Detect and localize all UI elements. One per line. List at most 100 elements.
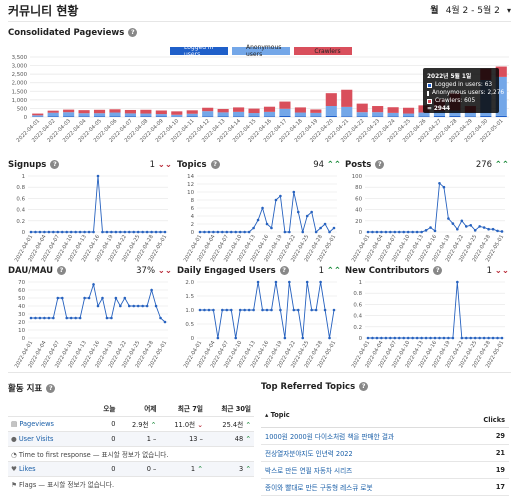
data-point[interactable] (451, 336, 455, 340)
bar-segment[interactable] (140, 109, 152, 114)
data-point[interactable] (456, 280, 459, 284)
bar-segment[interactable] (202, 111, 214, 117)
data-point[interactable] (52, 230, 55, 234)
data-point[interactable] (203, 308, 206, 312)
bar-segment[interactable] (279, 115, 291, 117)
data-point[interactable] (279, 194, 282, 198)
data-point[interactable] (314, 308, 318, 312)
bar-segment[interactable] (418, 116, 430, 117)
bar-segment[interactable] (47, 112, 59, 117)
bar-segment[interactable] (155, 114, 167, 117)
metric-link[interactable]: Pageviews (19, 420, 54, 428)
data-point[interactable] (203, 230, 206, 234)
bar-segment[interactable] (495, 115, 507, 117)
data-point[interactable] (389, 336, 392, 340)
period-selector[interactable]: 월 4월 2 - 5월 2 ▾ (430, 3, 511, 16)
data-point[interactable] (65, 316, 69, 320)
data-point[interactable] (429, 336, 432, 340)
data-point[interactable] (221, 230, 224, 234)
data-point[interactable] (221, 308, 224, 312)
data-point[interactable] (207, 230, 211, 234)
bar-segment[interactable] (495, 76, 507, 116)
bar-segment[interactable] (32, 115, 44, 117)
data-point[interactable] (415, 230, 419, 234)
data-point[interactable] (424, 336, 428, 340)
data-point[interactable] (478, 225, 481, 228)
data-point[interactable] (141, 304, 144, 308)
bar-segment[interactable] (310, 116, 322, 117)
data-point[interactable] (119, 304, 122, 308)
data-point[interactable] (163, 230, 167, 234)
bar-segment[interactable] (32, 113, 44, 116)
data-point[interactable] (296, 308, 300, 312)
data-point[interactable] (265, 308, 269, 312)
data-point[interactable] (464, 225, 468, 228)
data-point[interactable] (105, 230, 109, 234)
data-point[interactable] (292, 190, 296, 194)
bar-segment[interactable] (310, 112, 322, 117)
data-point[interactable] (447, 336, 450, 340)
bar-segment[interactable] (47, 110, 59, 113)
data-point[interactable] (451, 222, 455, 225)
bar-segment[interactable] (356, 116, 368, 117)
data-point[interactable] (212, 230, 215, 234)
data-point[interactable] (47, 230, 51, 234)
data-point[interactable] (261, 308, 264, 312)
bar-segment[interactable] (171, 114, 183, 117)
help-icon[interactable]: ? (50, 160, 60, 169)
data-point[interactable] (29, 316, 33, 320)
bar-segment[interactable] (356, 112, 368, 117)
data-point[interactable] (496, 229, 499, 233)
metric-link[interactable]: User Visits (18, 435, 54, 443)
col-clicks[interactable]: Clicks (469, 403, 509, 428)
bar-segment[interactable] (325, 106, 337, 116)
data-point[interactable] (247, 230, 251, 234)
data-point[interactable] (198, 308, 202, 312)
data-point[interactable] (429, 226, 432, 229)
data-point[interactable] (406, 230, 410, 234)
data-point[interactable] (225, 308, 229, 312)
data-point[interactable] (380, 230, 383, 234)
data-point[interactable] (366, 336, 370, 340)
bar-segment[interactable] (202, 107, 214, 112)
data-point[interactable] (96, 304, 100, 308)
data-point[interactable] (56, 296, 60, 300)
data-point[interactable] (256, 280, 260, 284)
data-point[interactable] (464, 336, 468, 340)
data-point[interactable] (229, 308, 233, 312)
bar-segment[interactable] (387, 112, 399, 117)
data-point[interactable] (433, 229, 437, 233)
bar-segment[interactable] (263, 106, 276, 112)
bar-segment[interactable] (403, 113, 415, 117)
data-point[interactable] (43, 316, 46, 320)
data-point[interactable] (225, 230, 229, 234)
data-point[interactable] (332, 308, 336, 312)
bar-segment[interactable] (449, 115, 461, 117)
data-point[interactable] (110, 230, 113, 234)
help-icon[interactable]: ? (57, 266, 67, 275)
data-point[interactable] (500, 336, 504, 340)
data-point[interactable] (491, 336, 495, 340)
data-point[interactable] (92, 283, 95, 286)
data-point[interactable] (252, 226, 255, 230)
data-point[interactable] (442, 185, 446, 189)
data-point[interactable] (366, 230, 370, 234)
data-point[interactable] (150, 288, 153, 292)
bar-segment[interactable] (263, 111, 276, 117)
data-point[interactable] (296, 210, 300, 214)
data-point[interactable] (69, 230, 73, 234)
data-point[interactable] (243, 230, 246, 234)
legend-item[interactable]: Crawlers (294, 47, 352, 55)
data-point[interactable] (500, 230, 504, 233)
data-point[interactable] (460, 336, 464, 340)
bar-segment[interactable] (341, 106, 353, 117)
data-point[interactable] (305, 214, 309, 218)
bar-segment[interactable] (47, 116, 59, 117)
data-point[interactable] (411, 336, 414, 340)
legend-item[interactable]: Anonymous users (232, 44, 290, 58)
data-point[interactable] (310, 210, 313, 214)
data-point[interactable] (145, 304, 149, 308)
data-point[interactable] (384, 336, 388, 340)
data-point[interactable] (478, 336, 481, 340)
data-point[interactable] (397, 336, 401, 340)
